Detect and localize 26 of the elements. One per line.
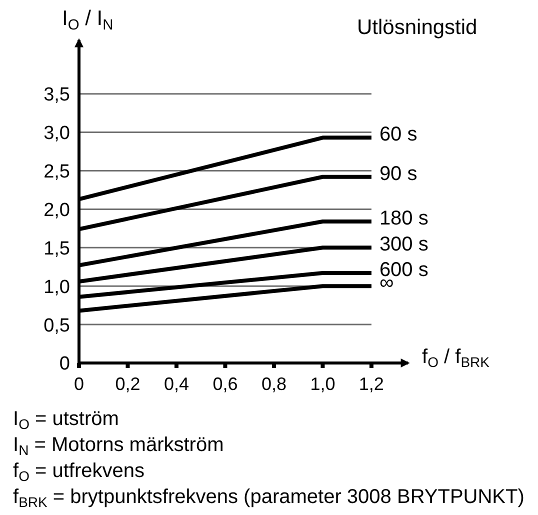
x-tick-label: 1,2 [358, 374, 384, 394]
y-tick-label: 1,5 [44, 238, 70, 260]
x-tick-label: 0,4 [164, 374, 189, 394]
text: I$_{N}$ = Motorns märkström [13, 433, 225, 458]
legend-title: Utlösningstid [357, 15, 478, 41]
x-axis-title: f$_{O}$ / f$_{BRK}$ [422, 345, 490, 370]
text: f$_{O}$ = utfrekvens [13, 459, 146, 484]
x-tick-label: 0,2 [115, 374, 140, 394]
y-tick-label: 2,0 [44, 200, 70, 221]
x-tick-label: 0,6 [212, 374, 238, 394]
y-axis-title: I$_{O}$ / I$_{N}$ [62, 6, 114, 34]
y-tick-label: 1,0 [44, 276, 70, 298]
series-label: 180 s [379, 207, 428, 230]
x-tick-label: 0,8 [261, 374, 286, 394]
y-tick-label: 0,5 [44, 315, 70, 336]
y-tick-label: 2,5 [44, 161, 70, 182]
x-tick-label: 0 [74, 374, 84, 394]
y-tick-label: 0 [59, 354, 70, 375]
y-tick-label: 3,5 [44, 84, 70, 106]
text: I$_{O}$ = utström [13, 407, 120, 432]
series-label: 60 s [379, 124, 418, 146]
x-tick-label: 1,0 [310, 374, 336, 394]
text: f$_{BRK}$ = brytpunktsfrekvens (parameter 3008 BRYTPUNKT) [13, 485, 524, 510]
series-label: 90 s [379, 162, 418, 185]
series-label: 300 s [379, 234, 428, 256]
y-tick-label: 3,0 [44, 123, 70, 144]
